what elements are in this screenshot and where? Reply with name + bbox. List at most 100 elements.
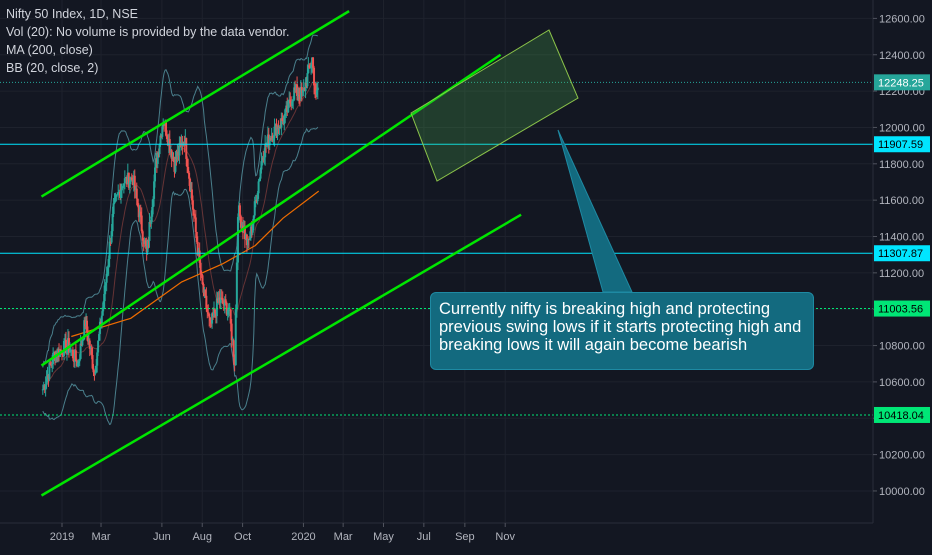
candle-body [117, 193, 120, 195]
candle-body [136, 198, 139, 207]
candle-body [208, 313, 211, 318]
candle-body [196, 241, 199, 256]
candle-body [48, 362, 51, 379]
price-marker-bg [874, 136, 930, 153]
candle-body [211, 313, 214, 324]
symbol-title[interactable]: Nifty 50 Index, 1D, NSE [6, 7, 139, 21]
trend-channel-line [40, 53, 502, 367]
candle-body [100, 315, 103, 325]
price-marker-label: 10418.04 [878, 410, 924, 422]
candle-body [293, 87, 296, 100]
candle-body [108, 241, 111, 259]
candle-body [226, 310, 229, 315]
candle-body [133, 175, 136, 190]
candle-body [236, 217, 239, 263]
price-tick-label: 10800.00 [879, 341, 925, 353]
candle-body [112, 203, 115, 214]
candle-body [308, 65, 311, 68]
candle-body [264, 143, 267, 158]
candle-body [186, 158, 189, 167]
candle-body [116, 194, 119, 196]
price-tick-label: 11200.00 [879, 268, 924, 280]
time-tick-label: Mar [92, 531, 111, 543]
candle-body [156, 152, 159, 164]
candle-body [91, 355, 94, 369]
candle-body [190, 189, 193, 201]
candle-body [209, 317, 212, 321]
price-marker-label: 12248.25 [878, 77, 924, 89]
candle-body [185, 138, 188, 159]
candle-body [251, 223, 254, 233]
candle-body [194, 217, 197, 232]
candle-body [81, 340, 84, 346]
candle-body [187, 166, 190, 173]
candle-body [235, 262, 238, 310]
price-tick-label: 12600.00 [879, 13, 925, 25]
price-tick-label: 12000.00 [879, 122, 925, 134]
candle-body [239, 216, 242, 228]
candle-body [292, 99, 295, 102]
annotation-callout[interactable]: Currently nifty is breaking high and pro… [430, 292, 814, 370]
moving-average-200 [71, 190, 320, 338]
price-marker-bg [874, 300, 930, 317]
indicator-legend: Nifty 50 Index, 1D, NSE Vol (20): No vol… [6, 5, 290, 77]
candle-body [88, 340, 91, 349]
candle-body [310, 64, 313, 69]
candle-body [284, 109, 287, 117]
candle-body [168, 139, 171, 152]
price-axis-bg [873, 0, 932, 550]
candle-body [64, 339, 67, 354]
candle-body [114, 196, 117, 199]
candle-body [273, 126, 276, 138]
bollinger-bands-label[interactable]: BB (20, close, 2) [6, 61, 99, 75]
candle-body [213, 309, 216, 314]
candle-body [83, 320, 86, 340]
candle-body [153, 181, 156, 199]
candle-body [90, 348, 93, 356]
time-tick-label: Jun [153, 531, 171, 543]
candle-body [230, 323, 233, 341]
price-marker-bg [874, 74, 930, 91]
candle-body [257, 181, 260, 194]
time-tick-label: Aug [192, 531, 212, 543]
candle-body [152, 198, 155, 207]
candle-body [306, 73, 309, 87]
candle-body [159, 135, 162, 145]
candle-body [260, 161, 263, 170]
time-tick-label: May [373, 531, 394, 543]
candle-body [259, 169, 262, 179]
volume-indicator-label[interactable]: Vol (20): No volume is provided by the d… [6, 25, 290, 39]
candle-body [287, 100, 290, 113]
candle-body [178, 143, 181, 156]
candle-body [195, 231, 198, 242]
candle-body [104, 282, 107, 286]
candle-body [110, 231, 113, 243]
candle-body [86, 320, 89, 333]
price-marker-bg [874, 245, 930, 262]
time-tick-label: 2019 [50, 531, 74, 543]
moving-average-label[interactable]: MA (200, close) [6, 43, 93, 57]
candle-body [198, 250, 201, 263]
candle-body [129, 177, 132, 182]
candle-body [165, 135, 168, 139]
candle-body [182, 141, 185, 146]
price-tick-label: 10000.00 [879, 486, 925, 498]
candle-body [312, 57, 315, 68]
candle-body [224, 299, 227, 303]
price-tick-label: 11600.00 [879, 195, 924, 207]
candle-body [170, 150, 173, 159]
candle-body [252, 215, 255, 224]
candle-body [65, 347, 68, 354]
candle-body [165, 121, 168, 136]
candle-body [204, 289, 207, 296]
candle-body [98, 321, 101, 335]
candle-body [79, 343, 82, 359]
candle-body [276, 126, 279, 136]
time-tick-label: Nov [495, 531, 515, 543]
candle-body [158, 144, 161, 155]
candle-body [51, 363, 54, 365]
candle-body [127, 172, 130, 188]
candle-body [68, 350, 71, 353]
